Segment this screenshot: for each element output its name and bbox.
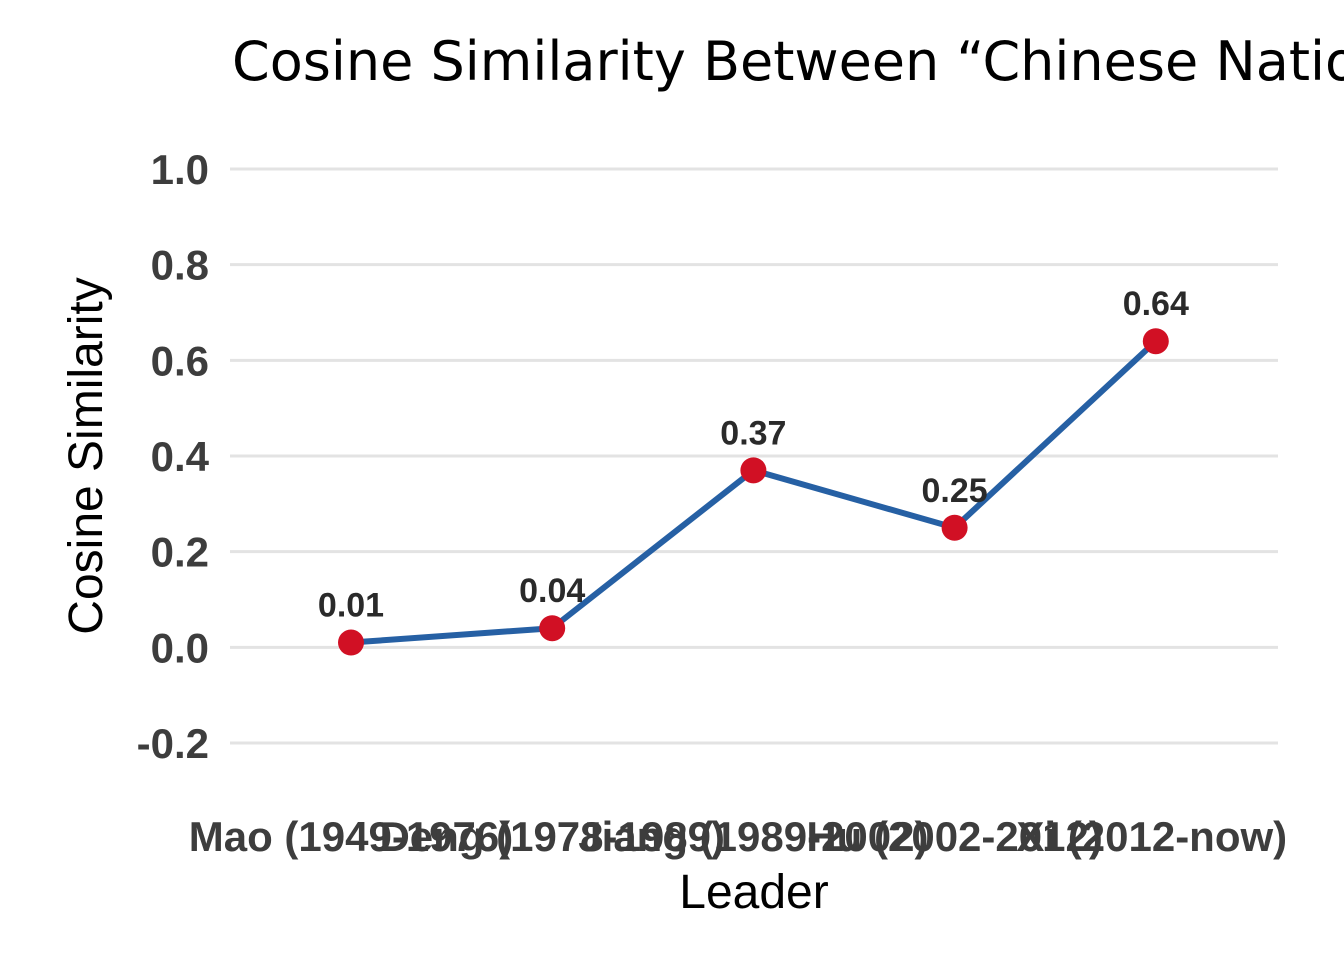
y-axis-tick-labels: -0.2 0.0 0.2 0.4 0.6 0.8 1.0 <box>137 146 210 767</box>
data-label: 0.64 <box>1123 285 1189 323</box>
y-tick-label: 0.0 <box>151 624 209 671</box>
x-axis-tick-labels: Mao (1949-1976)Deng (1978-1989)Jiang (19… <box>189 813 1287 860</box>
data-point <box>539 615 566 642</box>
data-label: 0.01 <box>318 587 384 625</box>
y-tick-label: 0.2 <box>151 529 209 576</box>
data-point <box>740 457 767 484</box>
y-tick-label: 0.4 <box>151 433 210 480</box>
data-point <box>1142 328 1169 355</box>
x-tick-label: Xi (2012-now) <box>1016 813 1287 860</box>
y-axis-title: Cosine Similarity <box>60 277 113 634</box>
x-tick-label: Hu (2002-2012) <box>806 813 1102 860</box>
x-tick-label: Mao (1949-1976) <box>189 813 514 860</box>
data-point <box>338 629 364 656</box>
series-line-group <box>348 338 1159 646</box>
series-line <box>348 338 1159 646</box>
y-tick-label: -0.2 <box>137 720 209 767</box>
data-label: 0.37 <box>720 414 786 452</box>
data-label: 0.04 <box>519 572 585 610</box>
gridlines <box>230 167 1278 745</box>
x-tick-label: Deng (1978-1989) <box>379 813 725 860</box>
data-point <box>941 514 968 541</box>
data-points <box>338 328 1169 656</box>
y-tick-label: 0.8 <box>151 242 209 289</box>
x-tick-label: Jiang (1989-2002) <box>578 813 928 860</box>
chart-title: Cosine Similarity Between “Chinese Natio <box>232 30 1344 93</box>
x-axis-title: Leader <box>679 866 828 919</box>
data-labels: 0.01 0.04 0.37 0.25 0.64 <box>318 285 1189 624</box>
y-tick-label: 0.6 <box>151 337 209 384</box>
data-label: 0.25 <box>922 472 988 510</box>
y-tick-label: 1.0 <box>151 146 209 193</box>
